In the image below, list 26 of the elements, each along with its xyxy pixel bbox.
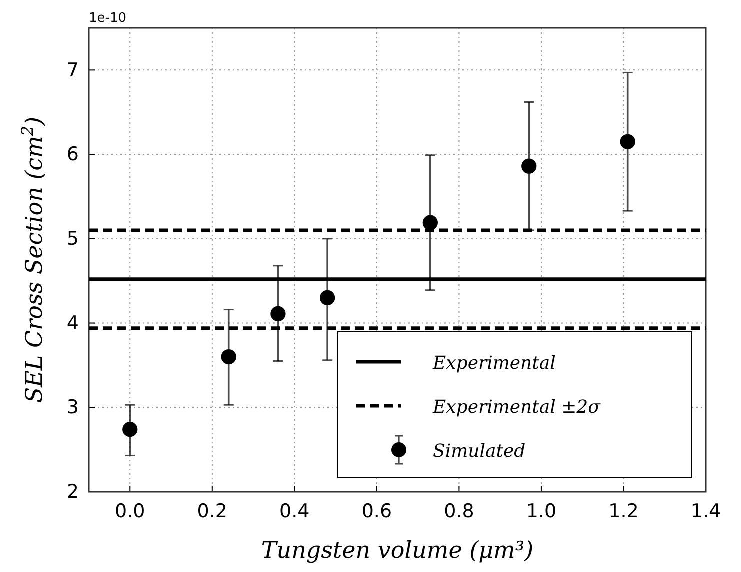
legend-label: Simulated	[433, 441, 526, 462]
x-tick-label: 0.0	[115, 500, 146, 522]
point	[320, 290, 336, 306]
y-tick-label: 3	[66, 396, 79, 419]
x-tick-label: 1.4	[690, 500, 722, 522]
x-tick-label: 0.8	[444, 500, 474, 522]
point	[221, 349, 236, 365]
point	[422, 215, 438, 230]
point	[122, 422, 138, 438]
x-tick-label: 0.4	[280, 500, 310, 522]
y-tick-label: 6	[66, 144, 79, 166]
y-tick-label: 7	[66, 59, 79, 82]
x-tick-label: 1.0	[526, 500, 557, 522]
text: 1e-10	[89, 11, 127, 26]
point	[620, 134, 636, 150]
x-tick-label: 0.6	[362, 500, 392, 522]
legend-label: Experimental	[432, 353, 556, 374]
point	[522, 158, 537, 174]
y-tick-label: 4	[66, 312, 79, 334]
x-axis-title: Tungsten volume (μm³)	[261, 538, 534, 564]
y-tick-label: 5	[66, 228, 79, 250]
point	[270, 306, 286, 322]
x-tick-label: 1.2	[608, 500, 639, 522]
legend-label: Experimental ±2σ	[432, 397, 602, 418]
y-tick-label: 2	[66, 481, 79, 504]
x-tick-label: 0.2	[197, 500, 228, 522]
